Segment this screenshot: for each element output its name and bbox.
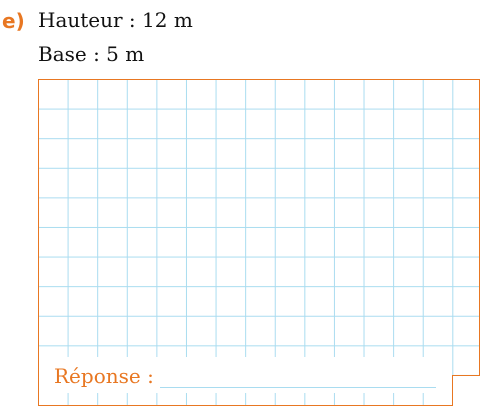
drawing-grid[interactable] (38, 79, 480, 376)
base-text: Base : 5 m (38, 42, 145, 66)
answer-label: Réponse : (54, 364, 154, 388)
height-text: Hauteur : 12 m (38, 8, 193, 32)
answer-input-line[interactable] (160, 387, 436, 388)
grid-border-step (452, 375, 480, 376)
exercise-label: e) (2, 9, 25, 33)
